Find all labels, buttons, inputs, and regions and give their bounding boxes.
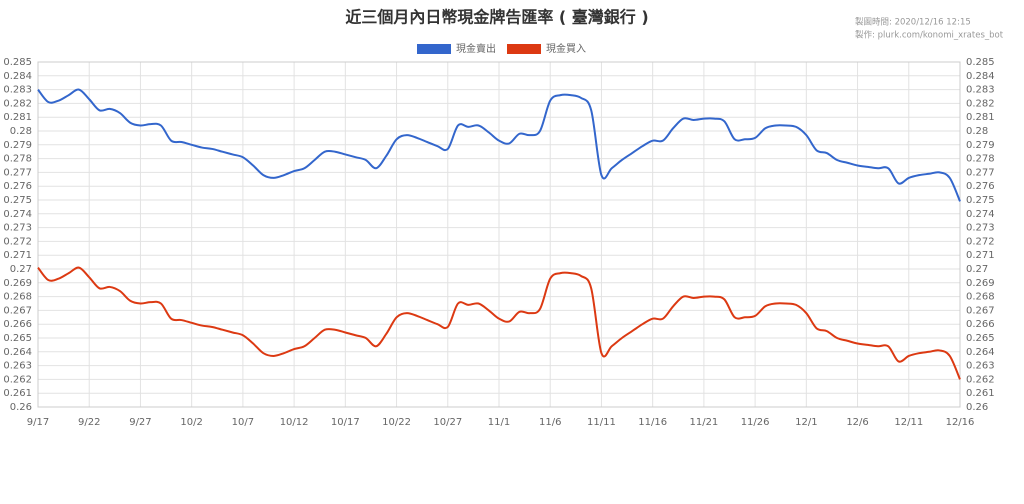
y2-tick-label: 0.261 bbox=[966, 388, 995, 399]
x-tick-label: 11/1 bbox=[488, 417, 510, 428]
x-tick-label: 10/12 bbox=[280, 417, 309, 428]
x-tick-label: 12/1 bbox=[795, 417, 817, 428]
legend-swatch bbox=[417, 44, 451, 54]
x-tick-label: 11/11 bbox=[587, 417, 616, 428]
y2-tick-label: 0.284 bbox=[966, 71, 995, 82]
y-tick-label: 0.264 bbox=[3, 347, 32, 358]
y2-tick-label: 0.263 bbox=[966, 361, 995, 372]
y-tick-label: 0.267 bbox=[3, 305, 32, 316]
y-tick-label: 0.276 bbox=[3, 181, 32, 192]
y-tick-label: 0.266 bbox=[3, 319, 32, 330]
y-tick-label: 0.268 bbox=[3, 292, 32, 303]
x-tick-label: 11/26 bbox=[741, 417, 770, 428]
y-tick-label: 0.27 bbox=[10, 264, 32, 275]
x-tick-label: 12/16 bbox=[946, 417, 975, 428]
y2-tick-label: 0.27 bbox=[966, 264, 988, 275]
y2-tick-label: 0.282 bbox=[966, 98, 995, 109]
y2-tick-label: 0.275 bbox=[966, 195, 995, 206]
legend-label: 現金買入 bbox=[546, 42, 586, 55]
x-tick-label: 9/27 bbox=[129, 417, 151, 428]
legend-label: 現金賣出 bbox=[456, 42, 496, 55]
y-tick-label: 0.274 bbox=[3, 209, 32, 220]
x-tick-label: 12/6 bbox=[846, 417, 868, 428]
y2-tick-label: 0.273 bbox=[966, 223, 995, 234]
x-tick-label: 10/7 bbox=[232, 417, 254, 428]
y2-tick-label: 0.26 bbox=[966, 402, 988, 413]
y-tick-label: 0.263 bbox=[3, 361, 32, 372]
chart-title: 近三個月內日幣現金牌告匯率 ( 臺灣銀行 ) bbox=[345, 8, 648, 27]
x-tick-label: 10/22 bbox=[382, 417, 411, 428]
y-tick-label: 0.282 bbox=[3, 98, 32, 109]
y2-tick-label: 0.266 bbox=[966, 319, 995, 330]
legend-swatch bbox=[507, 44, 541, 54]
y2-tick-label: 0.278 bbox=[966, 154, 995, 165]
y-tick-label: 0.265 bbox=[3, 333, 32, 344]
y-tick-label: 0.271 bbox=[3, 250, 32, 261]
series-line bbox=[37, 266, 961, 380]
y-tick-label: 0.272 bbox=[3, 236, 32, 247]
y-tick-label: 0.269 bbox=[3, 278, 32, 289]
x-tick-label: 12/11 bbox=[894, 417, 923, 428]
y2-tick-label: 0.279 bbox=[966, 140, 995, 151]
y2-tick-label: 0.276 bbox=[966, 181, 995, 192]
y-tick-label: 0.285 bbox=[3, 57, 32, 68]
y-tick-label: 0.279 bbox=[3, 140, 32, 151]
y-tick-label: 0.273 bbox=[3, 223, 32, 234]
annotation: 製圖時間: 2020/12/16 12:15 bbox=[855, 17, 971, 28]
x-tick-label: 10/17 bbox=[331, 417, 360, 428]
x-tick-label: 10/2 bbox=[180, 417, 202, 428]
y-tick-label: 0.262 bbox=[3, 374, 32, 385]
y2-tick-label: 0.277 bbox=[966, 167, 995, 178]
x-tick-label: 9/22 bbox=[78, 417, 100, 428]
y-tick-label: 0.261 bbox=[3, 388, 32, 399]
x-tick-label: 11/21 bbox=[689, 417, 718, 428]
y2-tick-label: 0.267 bbox=[966, 305, 995, 316]
y-tick-label: 0.278 bbox=[3, 154, 32, 165]
y2-tick-label: 0.262 bbox=[966, 374, 995, 385]
plot-border bbox=[37, 61, 961, 408]
y2-tick-label: 0.283 bbox=[966, 85, 995, 96]
annotation: 製作: plurk.com/konomi_xrates_bot bbox=[855, 30, 1004, 41]
x-tick-label: 11/6 bbox=[539, 417, 561, 428]
y-tick-label: 0.275 bbox=[3, 195, 32, 206]
y-tick-label: 0.28 bbox=[10, 126, 32, 137]
series-line bbox=[37, 88, 961, 202]
y2-tick-label: 0.268 bbox=[966, 292, 995, 303]
x-tick-label: 10/27 bbox=[433, 417, 462, 428]
y2-tick-label: 0.264 bbox=[966, 347, 995, 358]
y-tick-label: 0.281 bbox=[3, 112, 32, 123]
y-tick-label: 0.284 bbox=[3, 71, 32, 82]
x-tick-label: 9/17 bbox=[27, 417, 49, 428]
y2-tick-label: 0.28 bbox=[966, 126, 988, 137]
y2-tick-label: 0.285 bbox=[966, 57, 995, 68]
y2-tick-label: 0.265 bbox=[966, 333, 995, 344]
y2-tick-label: 0.274 bbox=[966, 209, 995, 220]
y2-tick-label: 0.269 bbox=[966, 278, 995, 289]
y-tick-label: 0.26 bbox=[10, 402, 32, 413]
x-tick-label: 11/16 bbox=[638, 417, 667, 428]
y-tick-label: 0.283 bbox=[3, 85, 32, 96]
y-tick-label: 0.277 bbox=[3, 167, 32, 178]
y2-tick-label: 0.281 bbox=[966, 112, 995, 123]
y2-tick-label: 0.272 bbox=[966, 236, 995, 247]
y2-tick-label: 0.271 bbox=[966, 250, 995, 261]
